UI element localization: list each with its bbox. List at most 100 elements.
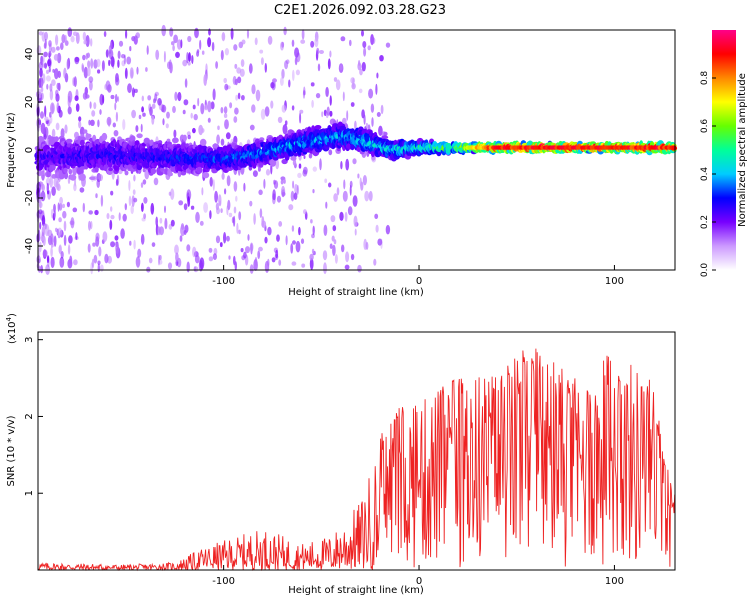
spectrogram-noise-point [329, 50, 332, 58]
colorbar-tick-label: 0.0 [700, 263, 710, 278]
spectrogram-noise-point [314, 37, 319, 48]
spectrogram-noise-point [296, 184, 299, 195]
spectrogram-noise-point [342, 91, 345, 102]
spectrogram-noise-point [220, 107, 224, 114]
spectrogram-noise-point [187, 196, 191, 207]
spectrogram-noise-point [259, 208, 263, 219]
spectrogram-noise-point [224, 188, 227, 195]
spectrogram-noise-point [300, 39, 306, 44]
spectrogram-noise-point [385, 224, 391, 235]
spectrogram-y-tick-label: -40 [24, 238, 35, 254]
spectrogram-noise-point [312, 189, 315, 194]
spectrogram-noise-point [88, 76, 94, 83]
spectrogram-noise-point [67, 106, 72, 115]
spectrogram-noise-point [115, 73, 119, 83]
spectrogram-noise-point [299, 109, 304, 114]
spectrogram-noise-point [212, 88, 216, 101]
spectrogram-noise-point [44, 38, 47, 49]
spectrogram-noise-point [125, 29, 128, 39]
spectrogram-noise-point [40, 86, 44, 93]
spectrogram-noise-point [128, 180, 131, 191]
spectrogram-noise-point [89, 101, 92, 109]
spectrogram-y-tick-label: 20 [24, 96, 35, 109]
spectrogram-noise-point [375, 83, 378, 95]
spectrogram-noise-point [194, 254, 200, 264]
spectrogram-noise-point [227, 199, 231, 211]
spectrogram-noise-point [233, 44, 238, 51]
spectrogram-noise-point [43, 51, 48, 58]
spectrogram-noise-point [261, 216, 265, 228]
spectrogram-noise-point [223, 106, 228, 114]
spectrogram-point [124, 170, 129, 176]
spectrogram-noise-point [73, 259, 78, 266]
spectrogram-noise-point [243, 182, 246, 192]
spectrogram-noise-point [170, 188, 175, 200]
spectrogram-noise-point [352, 158, 357, 165]
spectrogram-noise-point [101, 60, 105, 72]
spectrogram-noise-point [164, 217, 168, 230]
spectrogram-noise-point [294, 56, 298, 66]
spectrogram-noise-point [315, 93, 321, 99]
spectrogram-noise-point [48, 51, 52, 57]
spectrogram-noise-point [278, 221, 283, 227]
spectrogram-noise-point [192, 246, 197, 258]
spectrogram-noise-point [39, 67, 43, 78]
spectrogram-noise-point [275, 249, 279, 259]
spectrogram-noise-point [154, 93, 158, 102]
spectrogram-noise-point [49, 89, 54, 101]
spectrogram-noise-point [293, 192, 298, 200]
spectrogram-noise-point [218, 200, 222, 207]
spectrogram-noise-point [207, 117, 211, 123]
spectrogram-noise-point [56, 102, 60, 113]
spectrogram-noise-point [129, 46, 132, 52]
spectrogram-noise-point [37, 266, 42, 272]
spectrogram-noise-point [330, 215, 336, 223]
spectrogram-noise-point [353, 215, 358, 227]
spectrogram-noise-point [190, 205, 195, 210]
spectrogram-point [168, 172, 173, 177]
spectrogram-noise-point [50, 233, 54, 245]
spectrogram-noise-point [38, 209, 43, 215]
spectrogram-noise-point [147, 95, 152, 101]
spectrogram-noise-point [54, 68, 59, 80]
spectrogram-noise-point [370, 103, 375, 113]
spectrogram-noise-point [153, 177, 159, 186]
spectrogram-noise-point [91, 110, 96, 117]
spectrogram-noise-point [316, 47, 320, 55]
spectrogram-noise-point [161, 104, 167, 113]
spectrogram-noise-point [357, 62, 362, 71]
spectrogram-noise-point [378, 125, 383, 136]
spectrogram-noise-point [85, 53, 89, 60]
spectrogram-noise-point [240, 248, 244, 253]
spectrogram-noise-point [310, 219, 313, 224]
spectrogram-point [92, 134, 97, 142]
spectrogram-noise-point [42, 223, 46, 234]
spectrogram-noise-point [140, 182, 144, 188]
spectrogram-noise-point [90, 38, 93, 47]
spectrogram-noise-point [132, 189, 136, 195]
spectrogram-noise-point [362, 175, 367, 186]
spectrogram-noise-point [88, 220, 91, 231]
spectrogram-point [79, 136, 87, 142]
spectrogram-noise-point [221, 31, 226, 42]
spectrogram-noise-point [199, 257, 205, 270]
spectrogram-noise-point [114, 235, 119, 241]
spectrogram-noise-point [371, 37, 376, 45]
spectrogram-noise-point [347, 206, 353, 216]
spectrogram-noise-point [215, 235, 221, 244]
spectrogram-noise-point [163, 50, 166, 63]
spectrogram-point [136, 133, 143, 139]
spectrogram-noise-point [53, 210, 56, 218]
spectrogram-noise-point [278, 259, 282, 266]
spectrogram-noise-point [67, 90, 73, 103]
spectrogram-noise-point [182, 59, 188, 67]
spectrogram-noise-point [303, 209, 307, 215]
snr-x-tick-label: 100 [605, 576, 624, 587]
spectrogram-noise-point [233, 255, 236, 266]
spectrogram-noise-point [166, 111, 170, 119]
spectrogram-noise-point [58, 217, 62, 223]
spectrogram-noise-point [159, 217, 163, 224]
spectrogram-noise-point [259, 49, 264, 54]
spectrogram-noise-point [144, 169, 150, 180]
spectrogram-noise-point [141, 106, 145, 113]
